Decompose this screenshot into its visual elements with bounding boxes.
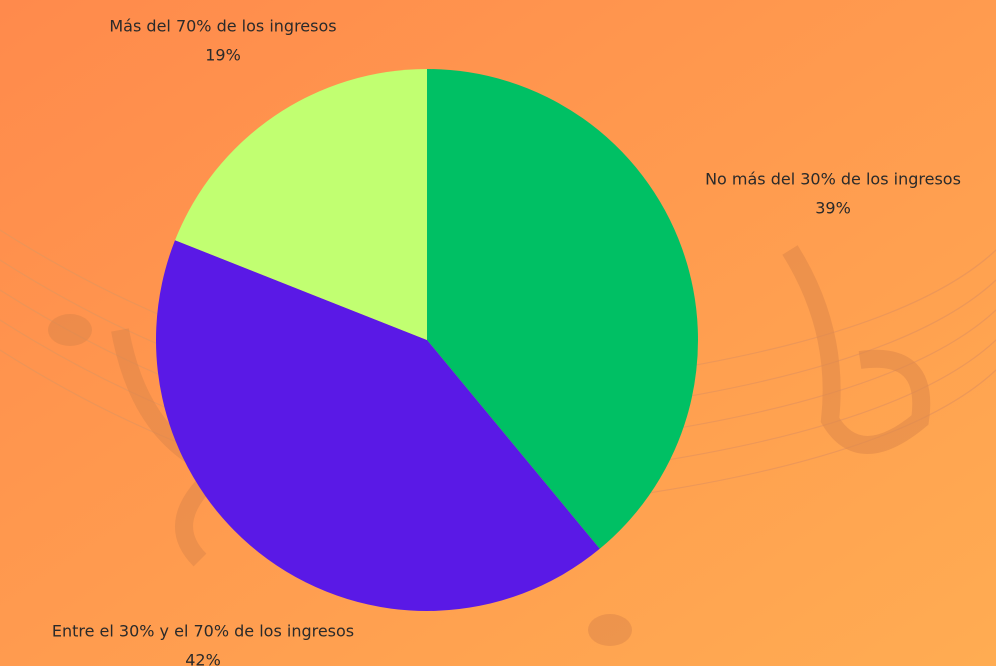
slice-label: Entre el 30% y el 70% de los ingresos — [52, 622, 354, 641]
slice-value-label: 42% — [185, 651, 221, 666]
pie-slice — [427, 69, 698, 549]
slice-value-label: 39% — [815, 199, 851, 218]
slice-label: Más del 70% de los ingresos — [109, 17, 336, 36]
pie-slice — [156, 240, 600, 611]
pie-slice — [175, 68, 427, 340]
slice-label: No más del 30% de los ingresos — [705, 170, 961, 189]
slice-value-label: 19% — [205, 46, 241, 65]
